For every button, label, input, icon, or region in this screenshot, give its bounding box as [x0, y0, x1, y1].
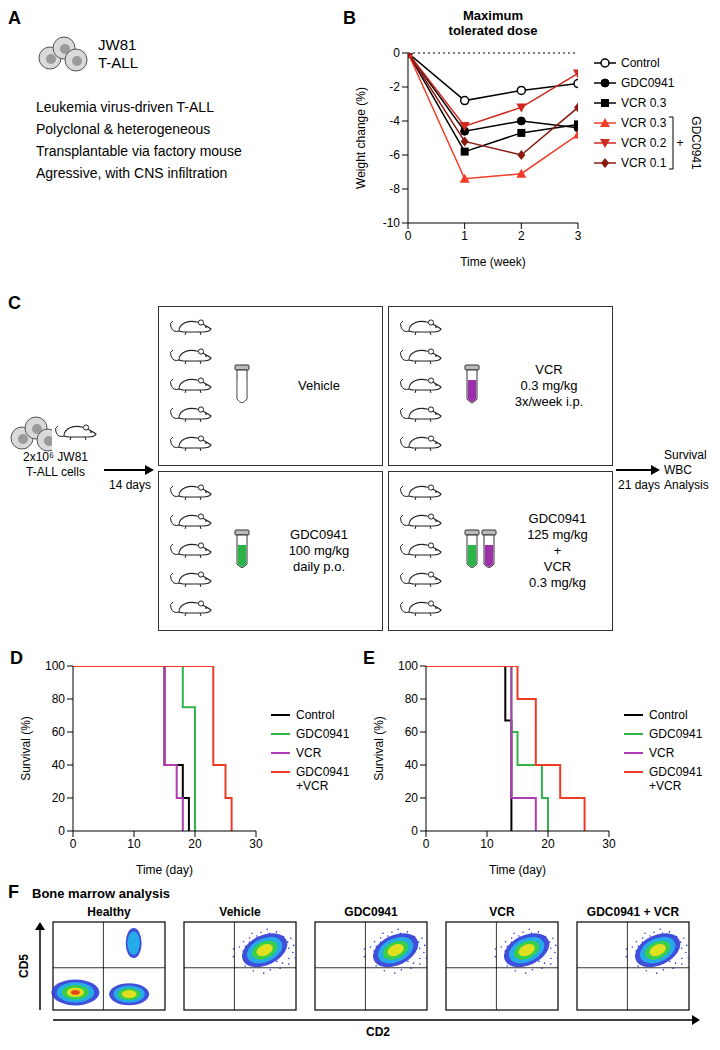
html-text:GDC0941: GDC0941	[649, 727, 703, 741]
html-text:GDC0941 +VCR: GDC0941 +VCR	[296, 765, 350, 793]
svg-text:Survival (%): Survival (%)	[19, 716, 33, 781]
svg-text:Survival (%): Survival (%)	[372, 716, 386, 781]
svg-text:-6: -6	[389, 148, 400, 162]
svg-text:VCR: VCR	[489, 905, 515, 919]
svg-text:20: 20	[541, 837, 555, 851]
html-text:Polyclonal & heterogeneous: Polyclonal & heterogeneous	[36, 121, 211, 137]
svg-text:80: 80	[405, 692, 419, 706]
html-text:Control: Control	[296, 708, 335, 722]
html-text:VCR 0.2: VCR 0.2	[621, 136, 667, 150]
svg-text:100: 100	[398, 659, 418, 673]
html-text:2x10⁶ JW81: 2x10⁶ JW81	[23, 450, 88, 464]
svg-text:1: 1	[461, 229, 468, 243]
html-text:GDC0941 +VCR: GDC0941 +VCR	[649, 765, 703, 793]
svg-text:Vehicle: Vehicle	[219, 905, 261, 919]
html-text:GDC0941: GDC0941	[621, 76, 675, 90]
svg-text:0: 0	[70, 837, 77, 851]
svg-text:2: 2	[518, 229, 525, 243]
svg-text:30: 30	[602, 837, 616, 851]
svg-text:60: 60	[405, 725, 419, 739]
svg-text:40: 40	[405, 758, 419, 772]
svg-text:0: 0	[393, 46, 400, 60]
html-text:Leukemia virus-driven T-ALL: Leukemia virus-driven T-ALL	[36, 99, 214, 115]
html-text:VCR: VCR	[535, 362, 563, 377]
svg-text:CD5: CD5	[17, 954, 31, 978]
html-text:VCR 0.3: VCR 0.3	[621, 116, 667, 130]
html-text:Analysis: Analysis	[664, 478, 709, 492]
svg-text:20: 20	[405, 791, 419, 805]
html-text:VCR: VCR	[649, 746, 675, 760]
svg-text:GDC0941 + VCR: GDC0941 + VCR	[587, 905, 680, 919]
svg-text:Bone marrow analysis: Bone marrow analysis	[32, 886, 170, 901]
html-text:21 days: 21 days	[618, 478, 660, 492]
svg-text:Time (day): Time (day)	[136, 863, 193, 877]
html-text:100 mg/kg: 100 mg/kg	[288, 543, 350, 558]
html-text:Control: Control	[621, 56, 660, 70]
html-text:WBC: WBC	[664, 463, 692, 477]
html-text:GDC0941: GDC0941	[290, 527, 348, 542]
svg-text:0: 0	[411, 824, 418, 838]
svg-text:100: 100	[45, 659, 65, 673]
html-text:14 days: 14 days	[109, 478, 151, 492]
html-text:GDC0941: GDC0941	[528, 511, 587, 526]
html-text:0.3 mg/kg: 0.3 mg/kg	[520, 378, 578, 393]
html-text:T-ALL: T-ALL	[98, 54, 138, 71]
svg-text:20: 20	[52, 791, 66, 805]
svg-text:20: 20	[188, 837, 202, 851]
html-text:0.3 mg/kg: 0.3 mg/kg	[529, 575, 586, 590]
svg-text:80: 80	[52, 692, 66, 706]
svg-text:40: 40	[52, 758, 66, 772]
svg-text:+: +	[676, 136, 683, 150]
svg-text:0: 0	[58, 824, 65, 838]
svg-text:-2: -2	[389, 80, 400, 94]
svg-text:-4: -4	[389, 114, 400, 128]
svg-text:Time (day): Time (day)	[489, 863, 546, 877]
svg-text:60: 60	[52, 725, 66, 739]
html-text:A: A	[8, 8, 21, 28]
html-text:3x/week i.p.: 3x/week i.p.	[514, 394, 584, 409]
svg-text:GDC0941: GDC0941	[344, 905, 398, 919]
html-text:JW81: JW81	[98, 36, 137, 53]
html-text:Vehicle: Vehicle	[298, 378, 340, 393]
svg-text:GDC0941: GDC0941	[689, 116, 703, 170]
svg-text:3: 3	[575, 229, 582, 243]
svg-text:CD2: CD2	[366, 1025, 390, 1039]
html-text:B: B	[343, 8, 356, 28]
html-text:125 mg/kg: 125 mg/kg	[527, 527, 588, 542]
html-text:Transplantable via factory mou: Transplantable via factory mouse	[36, 143, 242, 159]
html-text:VCR: VCR	[543, 559, 572, 574]
svg-text:0: 0	[405, 229, 412, 243]
html-text:Maximum tolerated dose: Maximum tolerated dose	[448, 8, 538, 38]
html-text:T-ALL cells: T-ALL cells	[26, 465, 85, 479]
svg-text:-8: -8	[389, 182, 400, 196]
svg-text:Time (week): Time (week)	[460, 255, 526, 269]
html-text:GDC0941: GDC0941	[296, 727, 350, 741]
svg-text:F: F	[8, 882, 19, 902]
html-text:VCR: VCR	[296, 746, 322, 760]
html-text:VCR 0.1: VCR 0.1	[621, 156, 667, 170]
html-text:C: C	[8, 293, 21, 313]
html-text:Control: Control	[649, 708, 688, 722]
html-text:Agressive, with CNS infiltrati: Agressive, with CNS infiltration	[36, 165, 228, 181]
html-text:E: E	[363, 648, 375, 668]
svg-text:10: 10	[127, 837, 141, 851]
html-text:Survival: Survival	[664, 448, 707, 462]
svg-text:10: 10	[480, 837, 494, 851]
html-text:daily p.o.: daily p.o.	[293, 559, 345, 574]
svg-text:0: 0	[423, 837, 430, 851]
svg-text:Healthy: Healthy	[87, 905, 131, 919]
html-text:D: D	[10, 648, 23, 668]
svg-text:30: 30	[249, 837, 263, 851]
svg-text:Weight change (%): Weight change (%)	[354, 87, 368, 189]
svg-text:-10: -10	[383, 216, 401, 230]
html-text:VCR 0.3: VCR 0.3	[621, 96, 667, 110]
